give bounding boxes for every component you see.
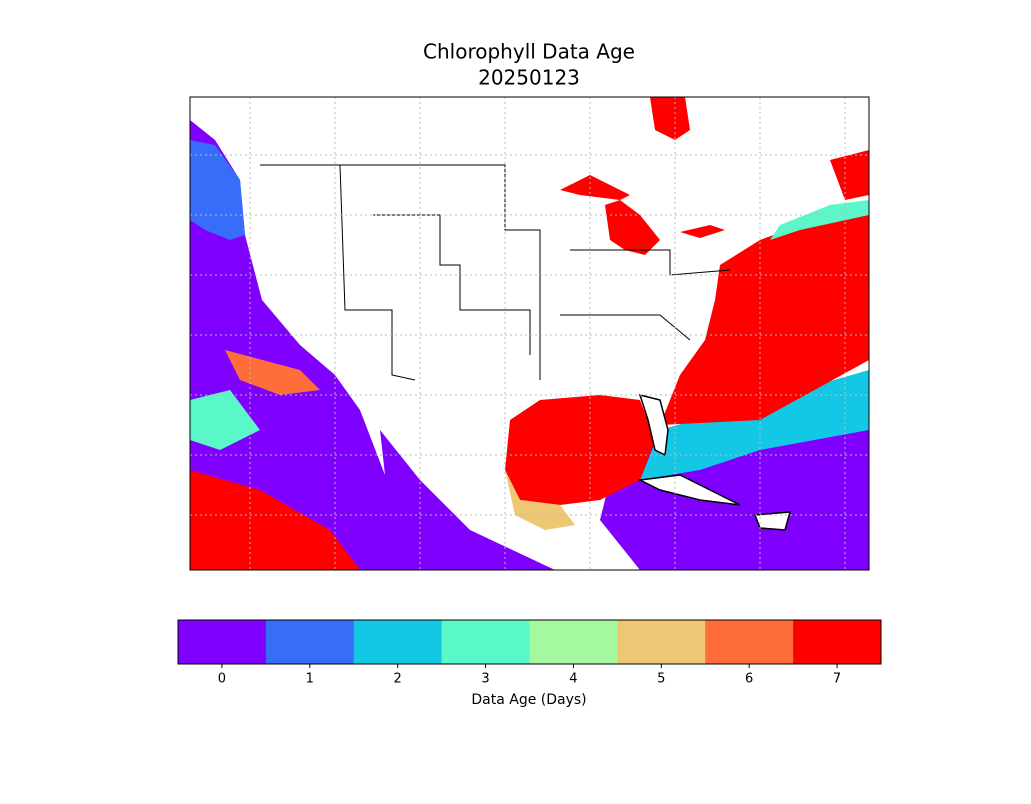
map-date: 20250123 [478,66,580,90]
pacific-region [190,120,555,570]
colorbar-tick-label: 4 [569,672,577,687]
colorbar-tick-label: 3 [481,672,489,687]
map-title: Chlorophyll Data Age [423,40,635,64]
pacific-patch [225,350,320,395]
colorbar-tick-label: 6 [745,672,753,687]
atlantic-region [660,210,869,425]
colorbar-segment [441,620,530,664]
cuba [637,474,741,506]
colorbar-segment [178,620,267,664]
state-border [339,164,416,381]
gulf-coastal [505,470,575,530]
hudson-bay [650,97,690,140]
colorbar-segment [265,620,355,664]
gulf-region [505,395,655,505]
colorbar-tick-label: 0 [218,672,226,687]
state-border [570,249,731,276]
st-lawrence [830,150,869,200]
map-frame [189,96,870,571]
colorbar-tick-label: 5 [657,672,665,687]
colorbar-tick-label: 1 [306,672,314,687]
colorbar-label: Data Age (Days) [471,692,586,708]
great-lakes [605,200,660,255]
colorbar-tick-label: 7 [833,672,841,687]
atlantic-band [640,370,869,480]
colorbar-segment [617,620,706,664]
atlantic-coastal [770,200,869,240]
colorbar-tick-label: 2 [394,672,402,687]
graticule [190,97,869,570]
pacific-patch [190,390,260,450]
great-lakes [560,175,630,200]
colorbar-segment [353,620,443,664]
state-border [560,314,691,341]
colorbar: 0 1 2 3 4 5 6 7 [177,619,882,687]
state-border [260,164,541,380]
colorbar-segment [529,620,618,664]
colorbar-segment [793,620,882,664]
pacific-patch [190,470,360,570]
colorbar-frame [177,619,882,665]
great-lakes [680,225,725,238]
colorbar-segment [705,620,794,664]
map [189,96,870,571]
hispaniola [753,511,792,531]
